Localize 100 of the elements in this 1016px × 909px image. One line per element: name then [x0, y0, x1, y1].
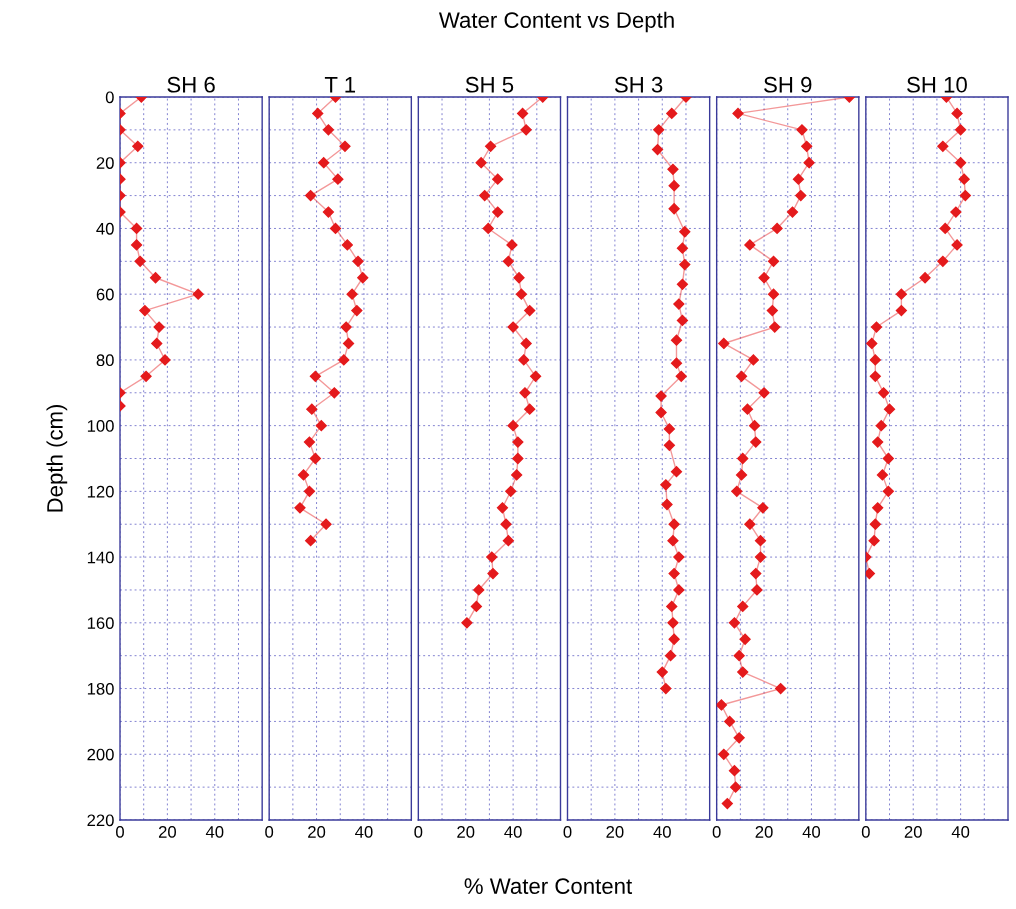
y-tick-label: 0	[105, 91, 114, 104]
point	[502, 255, 514, 267]
point	[679, 226, 691, 238]
point	[351, 305, 363, 317]
point	[866, 337, 878, 350]
point	[766, 305, 778, 317]
point	[134, 255, 146, 267]
point	[795, 189, 807, 202]
point	[895, 288, 907, 300]
point	[322, 124, 335, 136]
point	[664, 650, 677, 662]
point	[668, 203, 680, 215]
point	[754, 551, 767, 563]
point	[750, 436, 762, 448]
x-tick-label: 20	[606, 826, 624, 838]
point	[322, 206, 335, 218]
point	[895, 305, 907, 317]
point	[315, 420, 327, 432]
point	[668, 567, 680, 580]
y-tick-label: 220	[87, 814, 114, 827]
point	[520, 124, 532, 136]
point	[757, 502, 769, 514]
point	[507, 420, 519, 432]
point	[518, 354, 530, 366]
point	[872, 502, 884, 514]
point	[513, 272, 525, 284]
point	[796, 124, 808, 136]
point	[758, 272, 770, 284]
point	[865, 567, 875, 580]
chart-title: SH 3	[614, 76, 663, 93]
point	[668, 180, 680, 192]
point	[341, 239, 353, 251]
point	[939, 222, 951, 235]
y-tick-label: 160	[87, 617, 114, 630]
point	[666, 107, 678, 120]
point	[676, 242, 689, 254]
point	[730, 781, 742, 793]
point	[130, 222, 143, 235]
point	[340, 321, 352, 333]
point	[306, 403, 318, 415]
point	[741, 403, 754, 415]
point	[786, 206, 799, 218]
point	[338, 354, 350, 366]
point	[655, 390, 667, 402]
point	[737, 452, 749, 465]
point	[718, 748, 730, 760]
point	[721, 797, 733, 810]
x-tick-label: 0	[563, 826, 572, 838]
point	[735, 370, 748, 382]
point	[937, 140, 949, 152]
point	[512, 452, 524, 465]
point	[951, 239, 963, 251]
point	[875, 420, 887, 432]
x-tick-label: 40	[504, 826, 522, 838]
point	[159, 354, 171, 366]
point	[748, 420, 761, 432]
y-tick-label: 100	[87, 420, 114, 432]
point	[303, 436, 316, 448]
point	[318, 157, 330, 169]
point	[461, 617, 473, 629]
point	[667, 163, 679, 175]
point	[492, 173, 504, 185]
y-tick-label: 20	[96, 157, 114, 169]
point	[297, 469, 310, 481]
text: Water Content vs Depth	[438, 11, 674, 33]
point	[676, 278, 689, 290]
point	[955, 157, 967, 169]
point	[507, 321, 519, 333]
point	[670, 357, 683, 369]
point	[673, 584, 685, 596]
point	[792, 173, 805, 185]
point	[676, 314, 689, 327]
point	[473, 584, 485, 596]
x-tick-label: 40	[653, 826, 671, 838]
point	[303, 485, 316, 497]
point	[470, 600, 482, 612]
point	[524, 305, 536, 317]
point	[731, 485, 743, 497]
point	[666, 600, 678, 612]
point	[519, 387, 531, 399]
point	[653, 124, 665, 136]
point	[747, 354, 759, 366]
point	[737, 666, 749, 678]
point	[309, 452, 321, 465]
point	[651, 143, 664, 156]
y-tick-label: 120	[87, 485, 114, 498]
point	[661, 498, 673, 511]
point	[673, 298, 685, 310]
point	[130, 239, 143, 251]
point	[515, 288, 528, 300]
point	[955, 124, 967, 136]
y-tick-label: 140	[87, 551, 114, 564]
point	[506, 239, 518, 251]
x-tick-label: 0	[861, 826, 870, 838]
point	[919, 272, 931, 284]
point	[733, 732, 745, 744]
point	[733, 650, 745, 662]
chart-title: T 1	[324, 77, 356, 93]
point	[737, 600, 749, 612]
point	[153, 321, 165, 333]
